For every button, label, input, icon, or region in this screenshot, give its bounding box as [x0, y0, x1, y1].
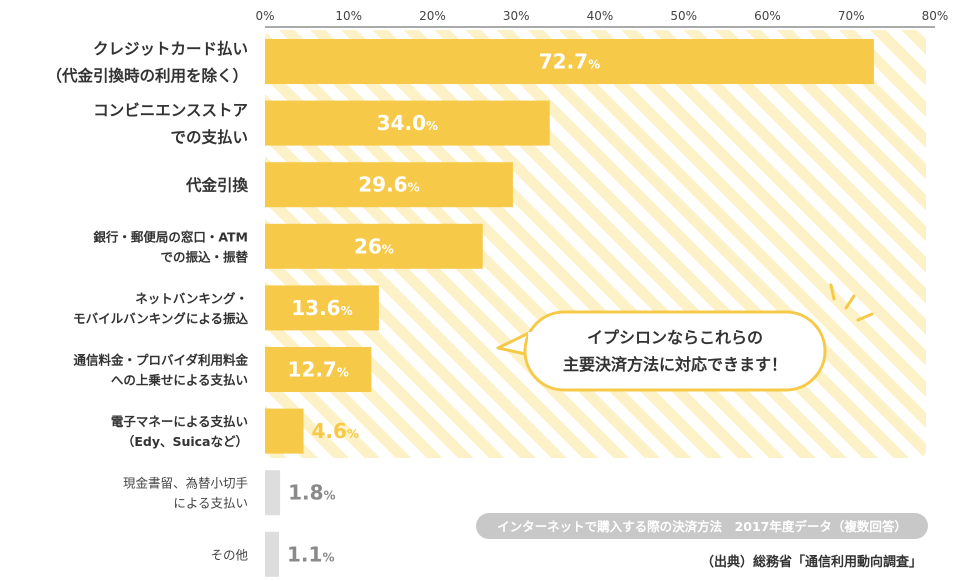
category-label: 銀行・郵便局の窓口・ATM での振込・振替 [92, 229, 248, 264]
survey-note-text: インターネットで購入する際の決済方法 2017年度データ（複数回答） [497, 519, 907, 534]
bar [265, 347, 372, 392]
callout-bubble: イプシロンならこれらの 主要決済方法に対応できます！ [496, 283, 874, 392]
value-labels: 72.7% 34.0% 29.6% 26% 13.6% 12.7% 4.6% 1.8% 1.1% [287, 50, 600, 567]
x-tick-label: 0% [255, 9, 274, 23]
value-label: 12.7% [287, 358, 348, 382]
callout-box [523, 310, 827, 392]
category-label: コンビニエンスストアでの支払い [93, 102, 248, 147]
category-label: その他 [210, 547, 248, 562]
value-label: 1.8% [288, 481, 335, 505]
bar [265, 162, 513, 208]
bar [265, 100, 550, 146]
source-citation: （出典）総務省「通信利用動向調査」 [701, 554, 922, 570]
value-label: 29.6% [358, 173, 419, 197]
survey-note: インターネットで購入する際の決済方法 2017年度データ（複数回答） [476, 513, 928, 539]
category-label: 代金引換 [185, 176, 249, 195]
value-label: 34.0% [377, 111, 438, 135]
survey-note-pill [476, 513, 928, 539]
bar [265, 531, 279, 577]
bar [265, 408, 304, 454]
value-label: 72.7% [539, 50, 600, 74]
emphasis-lines-icon [829, 283, 874, 322]
bar [265, 285, 379, 331]
x-tick-label: 50% [670, 9, 697, 23]
x-tick-label: 70% [838, 9, 865, 23]
category-label: 通信料金・プロバイダ利用料金への上乗せによる支払い [73, 353, 248, 388]
value-label: 4.6% [312, 419, 359, 443]
value-label: 1.1% [287, 542, 334, 566]
x-tick-label: 80% [922, 9, 949, 23]
bar [265, 470, 281, 516]
category-label: 電子マネーによる支払い（Edy、Suicaなど） [111, 414, 248, 449]
category-label: 現金書留、為替小切手による支払い [123, 476, 248, 511]
x-tick-label: 40% [587, 9, 614, 23]
bar [265, 39, 874, 84]
x-tick-label: 60% [754, 9, 781, 23]
x-tick-label: 10% [335, 9, 362, 23]
value-label: 13.6% [291, 296, 352, 320]
category-label: クレジットカード払い（代金引換時の利用を除く） [46, 39, 248, 85]
callout-line-1: イプシロンならこれらの [587, 328, 763, 347]
category-labels: クレジットカード払い（代金引換時の利用を除く） コンビニエンスストアでの支払い代金… [46, 39, 248, 562]
x-tick-label: 20% [419, 9, 446, 23]
bar [265, 223, 483, 269]
x-tick-label: 30% [503, 9, 530, 23]
bars [265, 39, 874, 577]
value-label: 26% [354, 234, 394, 258]
x-axis-ticks: 0% 10% 20% 30% 40% 50% 60% 70% 80% [255, 9, 948, 23]
category-label: ネットバンキング・モバイルバンキングによる振込 [73, 291, 248, 326]
callout-line-2: 主要決済方法に対応できます！ [563, 355, 787, 374]
